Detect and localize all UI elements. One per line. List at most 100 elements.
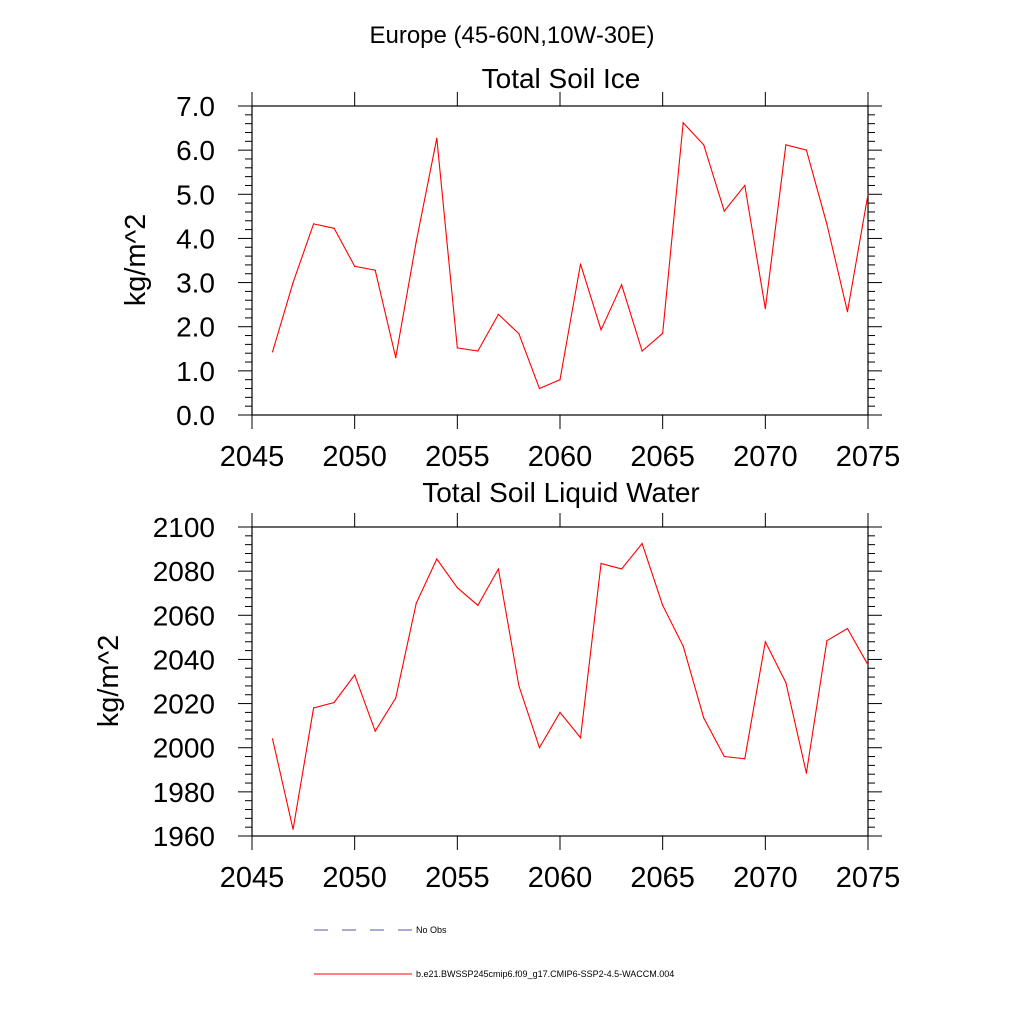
data-point	[846, 627, 849, 630]
x-tick-label: 2070	[733, 862, 798, 894]
data-point	[415, 240, 417, 243]
data-point	[333, 227, 335, 229]
data-point	[867, 193, 869, 195]
data-point	[415, 602, 417, 604]
y-tick-label: 2060	[153, 600, 215, 631]
data-point	[436, 558, 438, 560]
x-tick-label: 2055	[425, 441, 490, 473]
panel-total-soil-liquid-water: Total Soil Liquid Water kg/m^2 2045 2050 2…	[93, 477, 900, 894]
data-point	[559, 379, 561, 381]
y-tick-label: 5.0	[176, 179, 215, 210]
x-tick-label: 2045	[220, 862, 285, 894]
y-tick-label: 2000	[153, 733, 215, 764]
legend-label-model: b.e21.BWSSP245cmip6.f09_g17.CMIP6-SSP2-4…	[416, 969, 674, 979]
data-point	[826, 223, 828, 225]
data-point	[354, 674, 356, 676]
data-point	[354, 265, 356, 267]
data-point	[271, 351, 274, 353]
series-line	[272, 121, 869, 390]
y-tick-label: 3.0	[176, 268, 215, 299]
y-axis-label: kg/m^2	[93, 635, 125, 728]
y-tick-label: 2020	[153, 689, 215, 720]
data-point	[313, 707, 315, 709]
data-point	[723, 755, 725, 758]
data-point	[805, 772, 808, 774]
plot-frame	[251, 105, 869, 416]
data-point	[744, 184, 746, 187]
data-point	[785, 144, 787, 146]
data-point	[518, 685, 520, 687]
legend: No Obs b.e21.BWSSP245cmip6.f09_g17.CMIP6…	[314, 925, 674, 979]
data-point	[744, 758, 746, 760]
data-point	[559, 711, 561, 714]
y-tick-label: 2040	[153, 644, 215, 675]
data-point	[374, 730, 376, 732]
data-point	[785, 682, 787, 684]
data-point	[271, 738, 274, 740]
panel-title: Total Soil Liquid Water	[422, 477, 700, 508]
x-tick-label: 2050	[322, 862, 387, 894]
data-point	[846, 311, 849, 313]
data-point	[538, 387, 541, 390]
y-tick-label: 7.0	[176, 91, 215, 122]
series-line	[271, 542, 869, 830]
data-point	[292, 828, 294, 830]
figure-title: Europe (45-60N,10W-30E)	[369, 22, 654, 49]
data-point	[826, 640, 828, 642]
x-tick-label: 2075	[836, 862, 901, 894]
data-point	[456, 587, 458, 589]
x-tick-label: 2050	[322, 441, 387, 473]
x-tick-label: 2065	[630, 441, 695, 473]
data-point	[682, 122, 684, 124]
data-point	[497, 313, 499, 315]
x-tick-label: 2045	[220, 441, 285, 473]
data-point	[641, 350, 643, 352]
x-tick-label: 2065	[630, 862, 695, 894]
panel-title: Total Soil Ice	[482, 63, 641, 94]
y-tick-label: 1.0	[176, 356, 215, 387]
y-tick-label: 2080	[153, 556, 215, 587]
data-point	[395, 697, 397, 699]
data-point	[497, 568, 499, 570]
data-point	[477, 350, 479, 352]
y-tick-label: 1960	[153, 821, 215, 852]
data-point	[805, 149, 808, 151]
data-point	[723, 210, 725, 212]
legend-label-no-obs: No Obs	[416, 925, 447, 935]
data-point	[662, 332, 664, 334]
data-point	[682, 645, 684, 647]
data-point	[477, 604, 479, 606]
data-point	[662, 604, 664, 606]
x-tick-label: 2070	[733, 441, 798, 473]
data-point	[703, 717, 705, 719]
data-point	[456, 347, 458, 349]
data-point	[600, 329, 602, 331]
data-point	[395, 357, 397, 359]
data-point	[579, 263, 582, 265]
data-point	[292, 281, 294, 284]
data-point	[764, 641, 766, 643]
data-point	[313, 223, 315, 225]
data-point	[764, 308, 766, 310]
data-point	[600, 562, 602, 565]
data-point	[333, 701, 335, 704]
x-tick-label: 2055	[425, 862, 490, 894]
data-point	[641, 542, 643, 545]
data-point	[579, 737, 582, 739]
y-tick-label: 6.0	[176, 135, 215, 166]
data-point	[867, 664, 869, 666]
data-point	[436, 137, 438, 139]
x-tick-label: 2060	[528, 862, 593, 894]
x-tick-label: 2060	[528, 441, 593, 473]
panel-total-soil-ice: Total Soil Ice kg/m^2 2045 2050 2055 2060 20…	[120, 63, 900, 473]
data-point	[518, 333, 520, 335]
plot-frame	[251, 526, 869, 837]
y-axis-label: kg/m^2	[120, 214, 152, 307]
x-tick-label: 2075	[836, 441, 901, 473]
data-point	[621, 568, 623, 570]
data-point	[621, 284, 623, 286]
data-point	[703, 144, 705, 146]
y-tick-label: 4.0	[176, 223, 215, 254]
y-tick-label: 2100	[153, 512, 215, 543]
